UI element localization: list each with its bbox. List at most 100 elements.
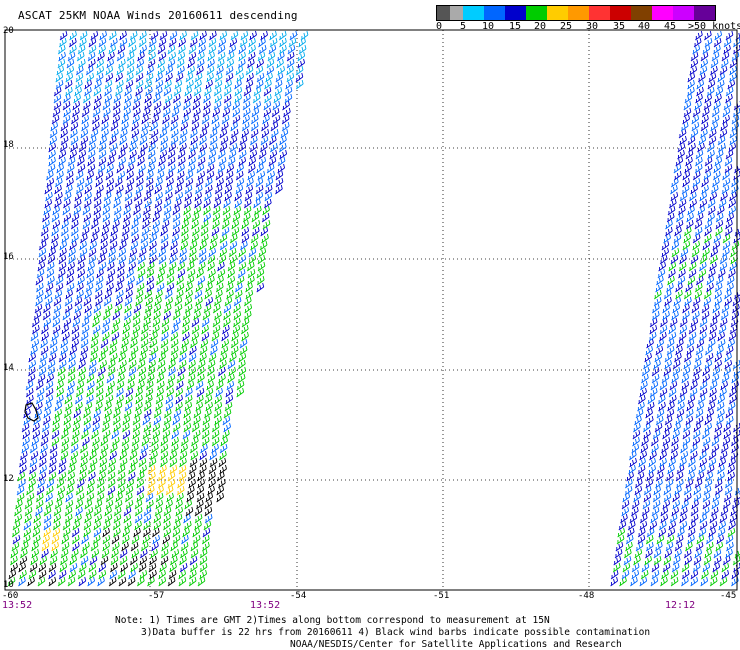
wind-barb <box>250 121 259 132</box>
wind-barb <box>243 296 252 307</box>
wind-barb <box>236 275 245 286</box>
wind-barb <box>80 338 89 349</box>
wind-barb <box>639 387 647 398</box>
wind-barb <box>715 541 724 552</box>
wind-barb <box>140 541 149 552</box>
wind-barb <box>685 156 693 167</box>
wind-barb <box>238 352 247 363</box>
wind-barb <box>672 429 680 440</box>
wind-barb <box>723 44 731 55</box>
wind-barb <box>232 324 241 335</box>
wind-barb <box>179 128 188 139</box>
wind-barb <box>114 191 122 202</box>
wind-barb <box>274 79 283 90</box>
wind-barb <box>40 338 48 349</box>
wind-barb <box>212 317 221 328</box>
wind-barb <box>224 296 233 307</box>
wind-barb <box>59 562 68 573</box>
wind-barb <box>154 296 162 307</box>
wind-barb <box>102 541 110 552</box>
wind-barb <box>114 499 123 510</box>
wind-barb <box>137 149 146 160</box>
wind-barb <box>689 443 698 454</box>
wind-barb <box>113 93 122 104</box>
wind-barb <box>54 177 63 188</box>
wind-barb <box>41 429 50 440</box>
wind-barb <box>242 100 251 111</box>
wind-barb <box>675 156 684 167</box>
wind-barb <box>199 569 208 580</box>
wind-barb <box>198 247 207 258</box>
wind-barb <box>675 345 683 356</box>
wind-barb <box>213 86 222 97</box>
wind-barb <box>223 86 232 97</box>
wind-barb <box>719 128 728 139</box>
wind-barb <box>645 408 653 419</box>
wind-barb <box>58 149 67 160</box>
wind-barb <box>710 65 718 76</box>
wind-barb <box>687 79 695 90</box>
wind-barb <box>109 569 118 580</box>
wind-barb <box>143 408 152 419</box>
wind-barb <box>696 86 704 97</box>
wind-barb <box>682 436 691 447</box>
wind-barb <box>121 534 130 545</box>
wind-barb <box>193 205 202 216</box>
wind-barb <box>699 317 708 328</box>
wind-barb <box>732 296 740 307</box>
wind-barb <box>101 128 109 139</box>
wind-barb <box>196 65 204 76</box>
wind-barb <box>140 233 149 244</box>
wind-barb <box>709 191 718 202</box>
wind-barb <box>230 128 239 139</box>
wind-barb <box>90 30 99 41</box>
wind-barb <box>73 415 81 426</box>
map-title: ASCAT 25KM NOAA Winds 20160611 descendin… <box>18 9 298 22</box>
wind-barb <box>38 562 47 573</box>
wind-barb <box>275 184 283 195</box>
wind-barb <box>141 114 149 125</box>
wind-barb <box>104 86 112 97</box>
wind-barb <box>94 93 102 104</box>
wind-barb <box>37 576 46 587</box>
wind-barb <box>262 205 270 216</box>
wind-barb <box>711 443 720 454</box>
wind-barb <box>721 184 730 195</box>
wind-barb <box>86 72 95 83</box>
wind-barb <box>98 562 107 573</box>
wind-barb <box>223 198 231 209</box>
wind-barb <box>680 247 689 258</box>
wind-barb <box>625 534 634 545</box>
wind-barb <box>250 240 258 251</box>
wind-barb <box>211 436 220 447</box>
wind-barb <box>187 163 196 174</box>
wind-barb <box>120 562 128 573</box>
wind-barb <box>692 233 701 244</box>
wind-barb <box>186 275 195 286</box>
wind-barb <box>670 569 679 580</box>
wind-barb <box>110 37 118 48</box>
wind-barb <box>53 100 62 111</box>
wind-barb <box>263 198 272 209</box>
wind-barb <box>641 436 649 447</box>
wind-barb <box>158 247 166 258</box>
wind-barb <box>699 380 708 391</box>
wind-barb <box>193 408 202 419</box>
wind-barb <box>226 58 235 69</box>
wind-barb <box>188 352 197 363</box>
wind-barb <box>705 534 714 545</box>
wind-barb <box>149 233 158 244</box>
wind-barb <box>664 296 672 307</box>
wind-barb <box>281 114 290 125</box>
wind-barb <box>216 492 225 503</box>
wind-barb <box>146 268 155 279</box>
wind-barb <box>55 282 64 293</box>
wind-barb <box>129 142 137 153</box>
wind-barb <box>713 100 721 111</box>
wind-barb <box>688 331 697 342</box>
wind-barb <box>75 184 84 195</box>
wind-barb <box>170 443 179 454</box>
wind-barb <box>64 513 73 524</box>
wind-barb <box>176 485 185 496</box>
wind-barb <box>35 282 44 293</box>
